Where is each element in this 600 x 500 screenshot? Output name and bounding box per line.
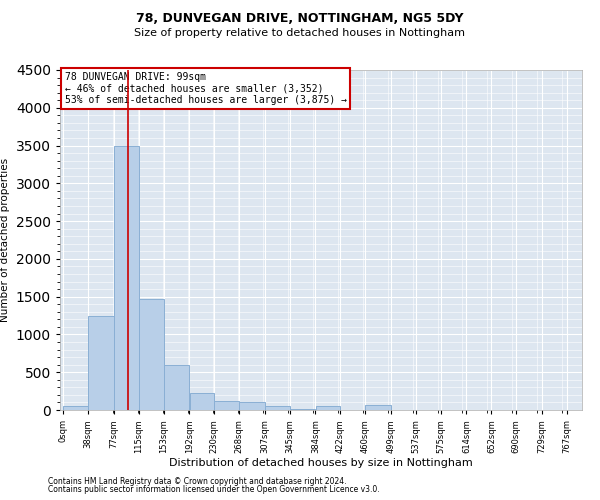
Text: Size of property relative to detached houses in Nottingham: Size of property relative to detached ho… (134, 28, 466, 38)
Text: Distribution of detached houses by size in Nottingham: Distribution of detached houses by size … (169, 458, 473, 468)
Bar (114, 146, 139, 410)
Bar (265, 406, 290, 410)
Bar (164, 364, 189, 410)
Bar (214, 400, 239, 410)
Text: Contains public sector information licensed under the Open Government Licence v3: Contains public sector information licen… (48, 485, 380, 494)
Bar (290, 409, 315, 410)
Text: 78 DUNVEGAN DRIVE: 99sqm
← 46% of detached houses are smaller (3,352)
53% of sem: 78 DUNVEGAN DRIVE: 99sqm ← 46% of detach… (65, 72, 347, 104)
Bar (139, 298, 164, 410)
Bar (64, 406, 88, 410)
Bar (239, 402, 265, 410)
Text: 78, DUNVEGAN DRIVE, NOTTINGHAM, NG5 5DY: 78, DUNVEGAN DRIVE, NOTTINGHAM, NG5 5DY (136, 12, 464, 26)
Bar (316, 406, 340, 410)
Text: Contains HM Land Registry data © Crown copyright and database right 2024.: Contains HM Land Registry data © Crown c… (48, 477, 347, 486)
Y-axis label: Number of detached properties: Number of detached properties (0, 158, 10, 322)
Bar (365, 406, 391, 410)
Bar (88, 316, 113, 410)
Bar (190, 393, 214, 410)
